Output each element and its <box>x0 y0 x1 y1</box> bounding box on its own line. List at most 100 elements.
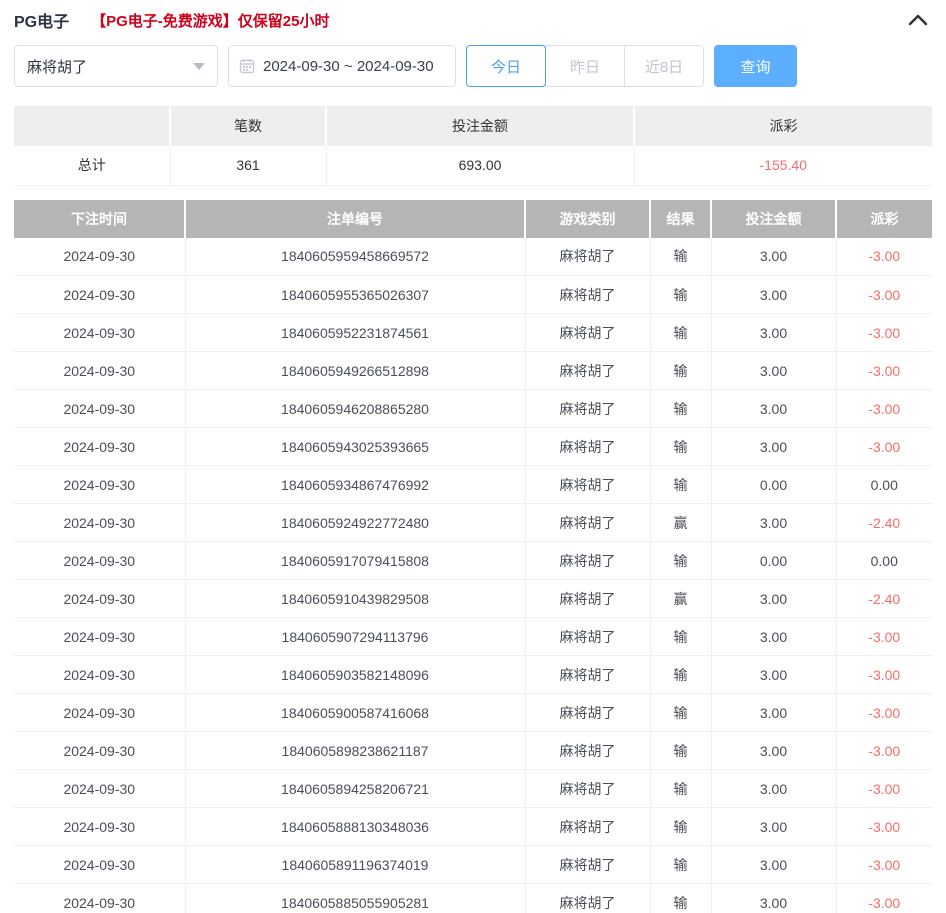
table-row: 2024-09-30 1840605907294113796 麻将胡了 输 3.… <box>14 617 932 656</box>
table-row: 2024-09-30 1840605924922772480 麻将胡了 赢 3.… <box>14 503 932 542</box>
cell-order-id: 1840605924922772480 <box>185 503 526 542</box>
table-row: 2024-09-30 1840605943025393665 麻将胡了 输 3.… <box>14 427 932 466</box>
header-bar: PG电子 【PG电子-免费游戏】仅保留25小时 <box>0 0 946 32</box>
cell-payout: -3.00 <box>836 237 932 276</box>
cell-payout: -3.00 <box>836 883 932 913</box>
cell-bet-amount: 3.00 <box>711 731 837 770</box>
cell-bet-amount: 3.00 <box>711 693 837 732</box>
cell-bet-time: 2024-09-30 <box>14 883 186 913</box>
cell-result: 输 <box>650 237 712 276</box>
cell-result: 输 <box>650 313 712 352</box>
cell-bet-amount: 3.00 <box>711 275 837 314</box>
cell-game-type: 麻将胡了 <box>525 807 651 846</box>
cell-bet-time: 2024-09-30 <box>14 579 186 618</box>
cell-order-id: 1840605959458669572 <box>185 237 526 276</box>
cell-order-id: 1840605943025393665 <box>185 427 526 466</box>
search-button[interactable]: 查询 <box>714 45 797 87</box>
cell-payout: -3.00 <box>836 807 932 846</box>
header-result: 结果 <box>650 199 712 238</box>
date-range-input[interactable]: 2024-09-30 ~ 2024-09-30 <box>228 45 456 87</box>
table-row: 2024-09-30 1840605900587416068 麻将胡了 输 3.… <box>14 693 932 732</box>
summary-total-row: 总计 361 693.00 -155.40 <box>14 146 932 186</box>
cell-result: 输 <box>650 807 712 846</box>
table-row: 2024-09-30 1840605917079415808 麻将胡了 输 0.… <box>14 541 932 580</box>
cell-order-id: 1840605900587416068 <box>185 693 526 732</box>
cell-bet-amount: 3.00 <box>711 617 837 656</box>
cell-bet-amount: 3.00 <box>711 845 837 884</box>
cell-bet-amount: 3.00 <box>711 237 837 276</box>
cell-bet-amount: 3.00 <box>711 351 837 390</box>
chevron-up-icon <box>908 14 928 26</box>
cell-bet-time: 2024-09-30 <box>14 275 186 314</box>
cell-result: 输 <box>650 883 712 913</box>
game-select[interactable]: 麻将胡了 <box>14 45 218 87</box>
cell-payout: -2.40 <box>836 579 932 618</box>
cell-result: 输 <box>650 655 712 694</box>
cell-payout: -3.00 <box>836 389 932 428</box>
summary-header-blank <box>14 106 171 146</box>
cell-bet-time: 2024-09-30 <box>14 541 186 580</box>
cell-game-type: 麻将胡了 <box>525 275 651 314</box>
date-range-value: 2024-09-30 ~ 2024-09-30 <box>263 57 434 75</box>
cell-payout: 0.00 <box>836 465 932 504</box>
chevron-down-icon <box>193 62 205 70</box>
cell-game-type: 麻将胡了 <box>525 579 651 618</box>
cell-payout: -3.00 <box>836 313 932 352</box>
cell-result: 输 <box>650 845 712 884</box>
yesterday-button[interactable]: 昨日 <box>545 45 625 87</box>
cell-bet-time: 2024-09-30 <box>14 845 186 884</box>
collapse-panel-button[interactable] <box>904 8 932 32</box>
cell-game-type: 麻将胡了 <box>525 351 651 390</box>
table-row: 2024-09-30 1840605949266512898 麻将胡了 输 3.… <box>14 351 932 390</box>
cell-order-id: 1840605903582148096 <box>185 655 526 694</box>
cell-payout: -3.00 <box>836 769 932 808</box>
summary-total-label: 总计 <box>14 146 171 186</box>
cell-bet-amount: 3.00 <box>711 769 837 808</box>
cell-result: 输 <box>650 389 712 428</box>
cell-result: 输 <box>650 731 712 770</box>
cell-result: 输 <box>650 693 712 732</box>
cell-order-id: 1840605907294113796 <box>185 617 526 656</box>
cell-order-id: 1840605917079415808 <box>185 541 526 580</box>
records-header-row: 下注时间 注单编号 游戏类别 结果 投注金额 派彩 <box>14 199 932 238</box>
cell-game-type: 麻将胡了 <box>525 731 651 770</box>
cell-bet-amount: 3.00 <box>711 389 837 428</box>
cell-order-id: 1840605898238621187 <box>185 731 526 770</box>
today-button[interactable]: 今日 <box>466 45 546 87</box>
cell-payout: -3.00 <box>836 617 932 656</box>
cell-result: 输 <box>650 617 712 656</box>
table-row: 2024-09-30 1840605946208865280 麻将胡了 输 3.… <box>14 389 932 428</box>
cell-order-id: 1840605888130348036 <box>185 807 526 846</box>
cell-bet-time: 2024-09-30 <box>14 389 186 428</box>
cell-game-type: 麻将胡了 <box>525 465 651 504</box>
cell-game-type: 麻将胡了 <box>525 655 651 694</box>
table-row: 2024-09-30 1840605903582148096 麻将胡了 输 3.… <box>14 655 932 694</box>
cell-game-type: 麻将胡了 <box>525 883 651 913</box>
cell-bet-amount: 3.00 <box>711 313 837 352</box>
cell-result: 输 <box>650 541 712 580</box>
cell-result: 输 <box>650 465 712 504</box>
cell-bet-time: 2024-09-30 <box>14 503 186 542</box>
cell-bet-time: 2024-09-30 <box>14 465 186 504</box>
summary-total-payout: -155.40 <box>634 146 932 186</box>
cell-order-id: 1840605885055905281 <box>185 883 526 913</box>
cell-order-id: 1840605910439829508 <box>185 579 526 618</box>
records-table: 下注时间 注单编号 游戏类别 结果 投注金额 派彩 2024-09-30 184… <box>14 199 932 913</box>
cell-bet-amount: 3.00 <box>711 807 837 846</box>
cell-game-type: 麻将胡了 <box>525 503 651 542</box>
last8days-button[interactable]: 近8日 <box>624 45 704 87</box>
cell-order-id: 1840605949266512898 <box>185 351 526 390</box>
cell-game-type: 麻将胡了 <box>525 541 651 580</box>
cell-bet-time: 2024-09-30 <box>14 655 186 694</box>
header-payout: 派彩 <box>836 199 932 238</box>
cell-payout: 0.00 <box>836 541 932 580</box>
cell-order-id: 1840605894258206721 <box>185 769 526 808</box>
header-order-id: 注单编号 <box>185 199 526 238</box>
cell-game-type: 麻将胡了 <box>525 237 651 276</box>
table-row: 2024-09-30 1840605952231874561 麻将胡了 输 3.… <box>14 313 932 352</box>
cell-order-id: 1840605955365026307 <box>185 275 526 314</box>
cell-result: 赢 <box>650 579 712 618</box>
summary-total-bet-amount: 693.00 <box>326 146 635 186</box>
cell-bet-time: 2024-09-30 <box>14 693 186 732</box>
